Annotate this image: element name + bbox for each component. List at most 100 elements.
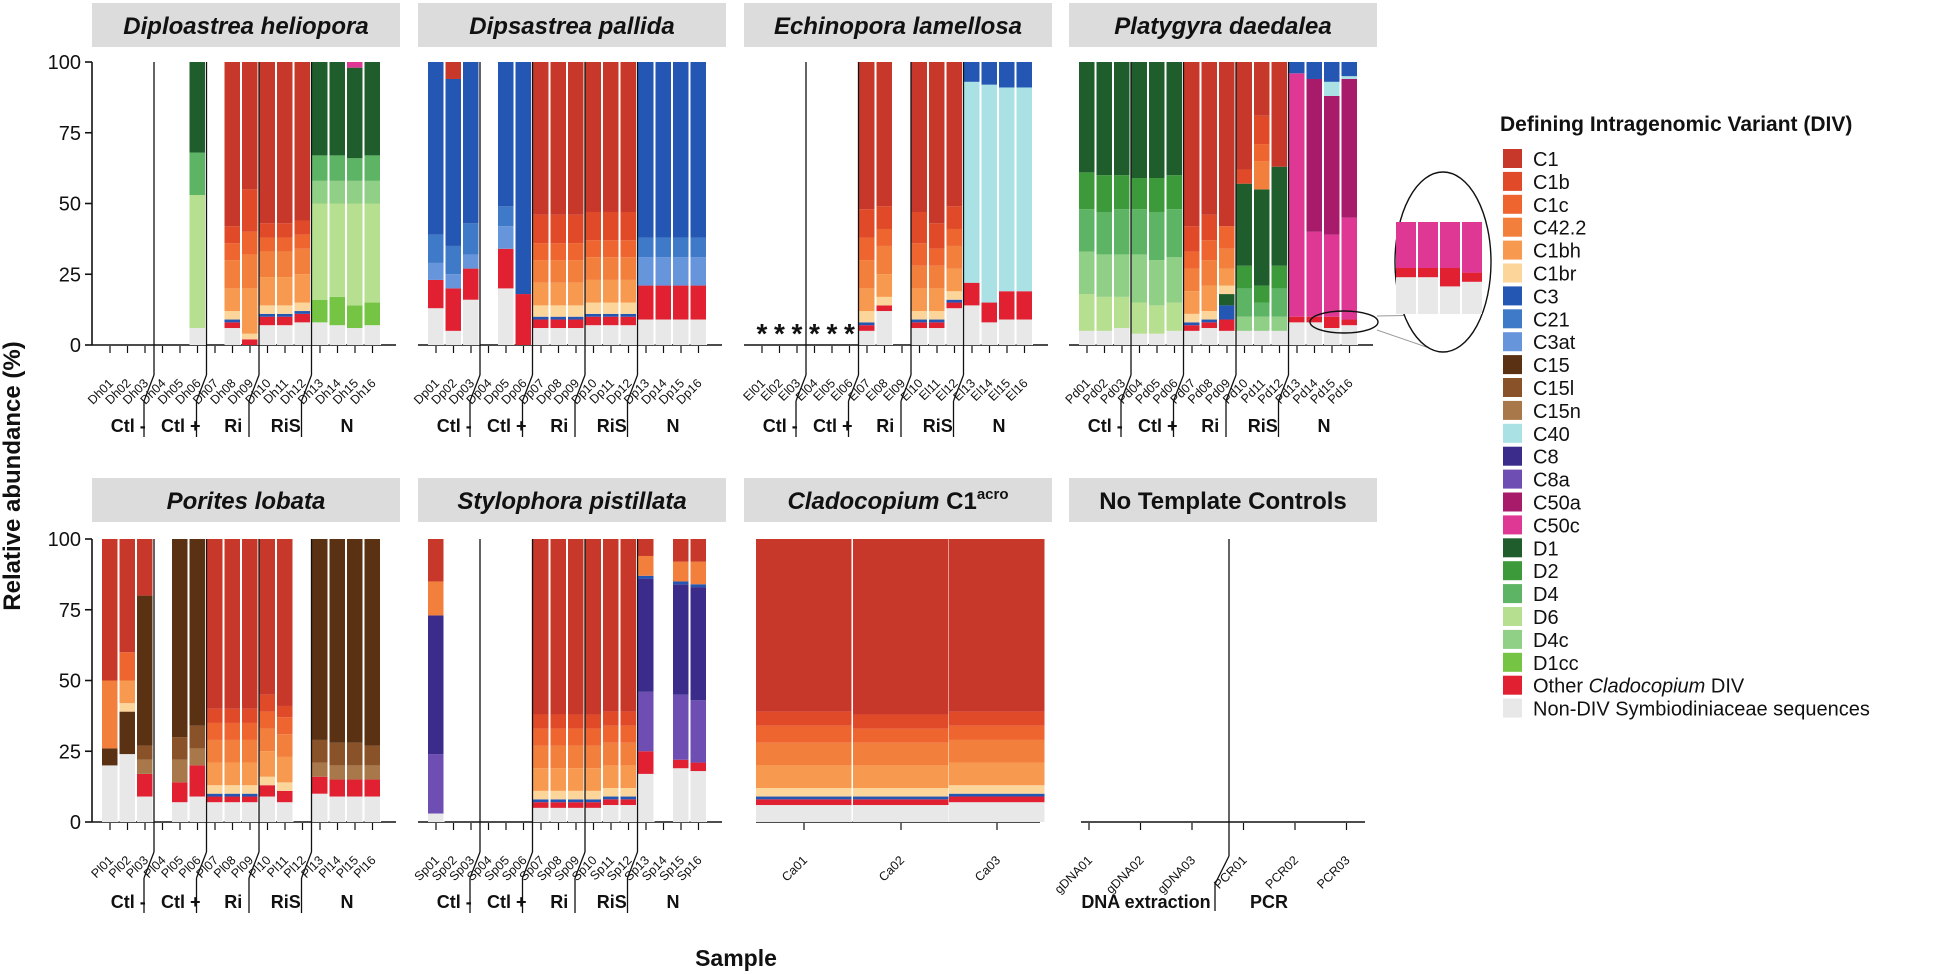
legend-label: D4c xyxy=(1533,630,1569,652)
bar-segment xyxy=(463,62,479,224)
bar-segment xyxy=(364,539,381,746)
group-separator xyxy=(574,851,586,879)
bar-segment xyxy=(277,62,293,224)
group-label: Ctl + xyxy=(813,416,853,436)
bar-segment xyxy=(277,790,293,803)
bar-segment xyxy=(428,262,444,280)
bar-segment xyxy=(550,745,567,769)
bar-segment xyxy=(364,325,381,345)
bar-segment xyxy=(1149,260,1165,306)
bar-segment xyxy=(585,799,602,803)
bar-segment xyxy=(224,260,241,289)
bar-segment xyxy=(876,311,893,345)
bar-segment xyxy=(1306,62,1323,79)
bar-segment xyxy=(673,62,689,238)
bar-segment xyxy=(853,788,949,797)
bar-segment xyxy=(876,228,893,246)
panel-title: Echinopora lamellosa xyxy=(774,13,1022,40)
group-label: Ri xyxy=(876,416,894,436)
bar-segment xyxy=(1201,240,1218,261)
group-label: Ctl - xyxy=(437,892,472,912)
bar-segment xyxy=(224,802,241,822)
bar-segment xyxy=(981,302,998,323)
bar-segment xyxy=(964,62,980,82)
bar-segment xyxy=(207,762,223,786)
bar-segment xyxy=(224,708,241,723)
bar-segment xyxy=(347,796,363,822)
group-label: Ctl - xyxy=(111,892,146,912)
bar-segment xyxy=(189,796,206,822)
bar-segment xyxy=(1096,175,1113,212)
bar-segment xyxy=(1236,169,1253,184)
bar-segment xyxy=(329,539,346,743)
bar-segment xyxy=(568,714,584,729)
bar-segment xyxy=(259,277,276,306)
bar-segment xyxy=(329,779,346,797)
bar-segment xyxy=(690,762,707,772)
inset-bar-segment xyxy=(1418,277,1438,314)
bar-segment xyxy=(1166,175,1183,210)
bar-segment xyxy=(620,799,637,806)
bar-segment xyxy=(207,793,223,797)
bar-segment xyxy=(673,759,689,769)
group-separator xyxy=(521,851,534,879)
inset-bar-segment xyxy=(1440,268,1460,287)
bar-segment xyxy=(949,539,1045,712)
legend-swatch xyxy=(1503,378,1522,397)
x-tick-label: gDNA02 xyxy=(1103,853,1146,896)
bar-segment xyxy=(224,288,241,312)
bar-segment xyxy=(119,754,136,822)
bar-segment xyxy=(312,776,328,794)
bar-segment xyxy=(568,539,584,715)
bar-segment xyxy=(1324,62,1340,82)
bar-segment xyxy=(1219,268,1235,286)
bar-segment xyxy=(620,539,637,712)
group-separator xyxy=(300,851,313,879)
bar-segment xyxy=(929,62,945,224)
bar-segment xyxy=(585,325,602,345)
bar-segment xyxy=(259,539,276,695)
bar-segment xyxy=(853,796,949,800)
bar-segment xyxy=(189,725,206,749)
bar-segment xyxy=(224,319,241,323)
bar-segment xyxy=(929,288,945,312)
bar-segment xyxy=(224,328,241,345)
bar-segment xyxy=(1201,322,1218,329)
legend-swatch xyxy=(1503,515,1522,535)
bar-segment xyxy=(242,539,258,709)
bar-segment xyxy=(445,62,462,79)
bar-segment xyxy=(364,745,381,766)
bar-segment xyxy=(329,796,346,822)
undetected-asterisk: * xyxy=(792,318,803,349)
bar-segment xyxy=(1254,115,1270,145)
bar-segment xyxy=(533,714,549,729)
inset-bar-segment xyxy=(1396,268,1416,278)
bar-segment xyxy=(690,539,707,562)
bar-segment xyxy=(620,805,637,822)
bar-segment xyxy=(550,62,567,215)
bar-segment xyxy=(294,302,311,312)
bar-segment xyxy=(1149,305,1165,334)
legend-swatch xyxy=(1503,171,1522,191)
bar-segment xyxy=(911,328,928,345)
bar-segment xyxy=(585,768,602,791)
group-separator xyxy=(143,374,155,402)
bar-segment xyxy=(1184,325,1200,331)
bar-segment xyxy=(242,793,258,797)
legend-swatch xyxy=(1503,584,1522,604)
bar-segment xyxy=(1016,62,1033,88)
bar-segment xyxy=(1149,62,1165,179)
bar-segment xyxy=(1271,166,1288,266)
panels: Diploastrea heliopora0255075100Dh01Dh02D… xyxy=(48,3,1377,913)
bar-segment xyxy=(620,711,637,726)
bar-segment xyxy=(603,240,619,258)
y-tick-label: 50 xyxy=(59,194,81,216)
group-label: RiS xyxy=(271,416,301,436)
group-label: Ctl + xyxy=(487,892,527,912)
bar-segment xyxy=(949,762,1045,786)
bar-segment xyxy=(585,211,602,241)
group-label: Ri xyxy=(224,892,242,912)
legend-label: Other Cladocopium DIV xyxy=(1533,676,1745,698)
bar-segment xyxy=(690,285,707,320)
bar-segment xyxy=(1149,333,1165,345)
